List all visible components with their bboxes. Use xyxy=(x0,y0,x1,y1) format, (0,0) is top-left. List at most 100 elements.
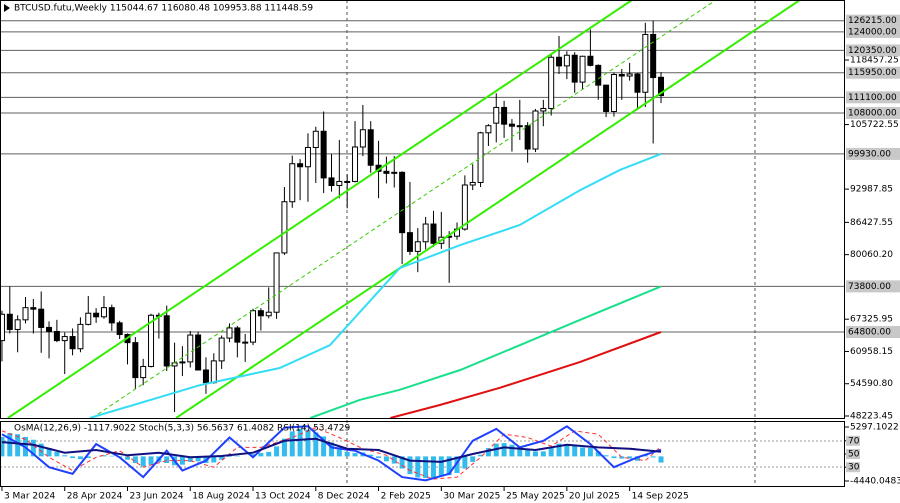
x-tick-label: 28 Apr 2024 xyxy=(67,492,123,502)
candle-body xyxy=(391,171,398,174)
candle-body xyxy=(658,76,665,97)
level-label-box xyxy=(846,25,900,38)
osma-bar xyxy=(250,454,256,457)
candle-body xyxy=(422,223,429,243)
main-pane xyxy=(0,0,845,418)
candle-body xyxy=(202,369,209,384)
candle-body xyxy=(328,177,335,187)
candle-body xyxy=(218,337,225,362)
candle-body xyxy=(6,313,13,330)
level-label: 111100.00 xyxy=(848,93,897,103)
indicator-line xyxy=(175,0,801,418)
candle-body xyxy=(108,307,115,324)
osma-bar xyxy=(658,456,664,463)
x-tick-label: 3 Mar 2024 xyxy=(4,492,56,502)
candle-body xyxy=(399,171,406,234)
osma-bar xyxy=(572,445,578,457)
osma-bar xyxy=(328,442,334,457)
y-tick-label: 67325.95 xyxy=(850,315,893,325)
x-tick-label: 25 May 2025 xyxy=(506,492,565,502)
osma-bar xyxy=(627,456,633,459)
candle-body xyxy=(610,74,617,113)
x-tick-label: 13 Oct 2024 xyxy=(255,492,311,502)
osma-bar xyxy=(462,456,468,469)
level-label: 99930.00 xyxy=(848,149,891,159)
candle-body xyxy=(485,125,492,134)
y-tick-label: 118457.25 xyxy=(850,56,899,66)
indicator-line xyxy=(1,427,662,480)
candle-body xyxy=(406,232,413,252)
osma-bar xyxy=(179,456,185,465)
candle-body xyxy=(477,132,484,183)
candle-body xyxy=(501,106,508,125)
osma-bar xyxy=(548,447,554,457)
x-tick-label: 18 Aug 2024 xyxy=(192,492,250,502)
y-tick-label: 48223.45 xyxy=(850,412,893,422)
osma-bar xyxy=(642,455,648,457)
osma-bar xyxy=(525,449,531,457)
osma-bar xyxy=(281,438,287,457)
candle-body xyxy=(289,163,296,203)
candle-body xyxy=(195,334,202,371)
candle-body xyxy=(132,342,139,379)
osma-bar xyxy=(195,456,201,462)
y-tick-label: 105722.55 xyxy=(850,120,899,130)
y2-tick-label: 50 xyxy=(848,450,860,460)
x-tick-label: 14 Sep 2025 xyxy=(632,492,689,502)
candle-body xyxy=(532,110,539,150)
candle-body xyxy=(61,336,68,342)
main-frame xyxy=(0,0,845,419)
osma-bar xyxy=(415,456,421,478)
osma-bar xyxy=(391,456,397,464)
candle-body xyxy=(273,252,280,313)
osma-bar xyxy=(321,436,327,457)
indicator-line xyxy=(390,331,662,418)
candle-body xyxy=(571,54,578,83)
osma-bar xyxy=(7,433,13,457)
candle-body xyxy=(210,360,217,384)
y2-label-box xyxy=(846,449,860,459)
osma-bar xyxy=(650,456,656,458)
candle-body xyxy=(257,310,264,317)
candle-body xyxy=(383,170,390,174)
osma-bar xyxy=(595,451,601,457)
candle-body xyxy=(367,129,374,166)
osma-bar xyxy=(258,453,264,457)
osma-bar xyxy=(234,455,240,457)
x-tick-label: 30 Mar 2025 xyxy=(443,492,500,502)
candle-body xyxy=(587,55,594,66)
osma-bar xyxy=(46,448,52,457)
candle-body xyxy=(634,73,641,93)
osma-bar xyxy=(352,453,358,457)
candle-body xyxy=(556,56,563,67)
y2-label-box xyxy=(846,435,860,446)
osma-bar xyxy=(564,444,570,457)
osma-bar xyxy=(0,436,5,457)
osma-bar xyxy=(634,456,640,461)
y2-tick-label: 30 xyxy=(848,463,860,473)
osma-bar xyxy=(187,456,193,462)
osma-bar xyxy=(15,434,21,457)
osma-bar xyxy=(438,456,444,477)
osma-bar xyxy=(77,456,83,460)
level-label-box xyxy=(846,147,900,160)
osma-bar xyxy=(211,456,217,463)
level-label-box xyxy=(846,107,900,120)
osma-bar xyxy=(274,446,280,457)
level-label-box xyxy=(846,44,900,57)
osma-bar xyxy=(517,446,523,457)
candle-body xyxy=(140,365,147,379)
candle-body xyxy=(53,330,60,342)
osma-bar xyxy=(587,448,593,457)
candle-body xyxy=(618,74,625,77)
y-tick-label: 5297.1022 xyxy=(850,423,899,433)
candle-body xyxy=(650,33,657,79)
candle-body xyxy=(234,327,241,343)
osma-bar xyxy=(446,456,452,476)
y-tick-label: 54590.80 xyxy=(850,379,893,389)
osma-bar xyxy=(556,443,562,457)
osma-bar xyxy=(140,456,146,467)
